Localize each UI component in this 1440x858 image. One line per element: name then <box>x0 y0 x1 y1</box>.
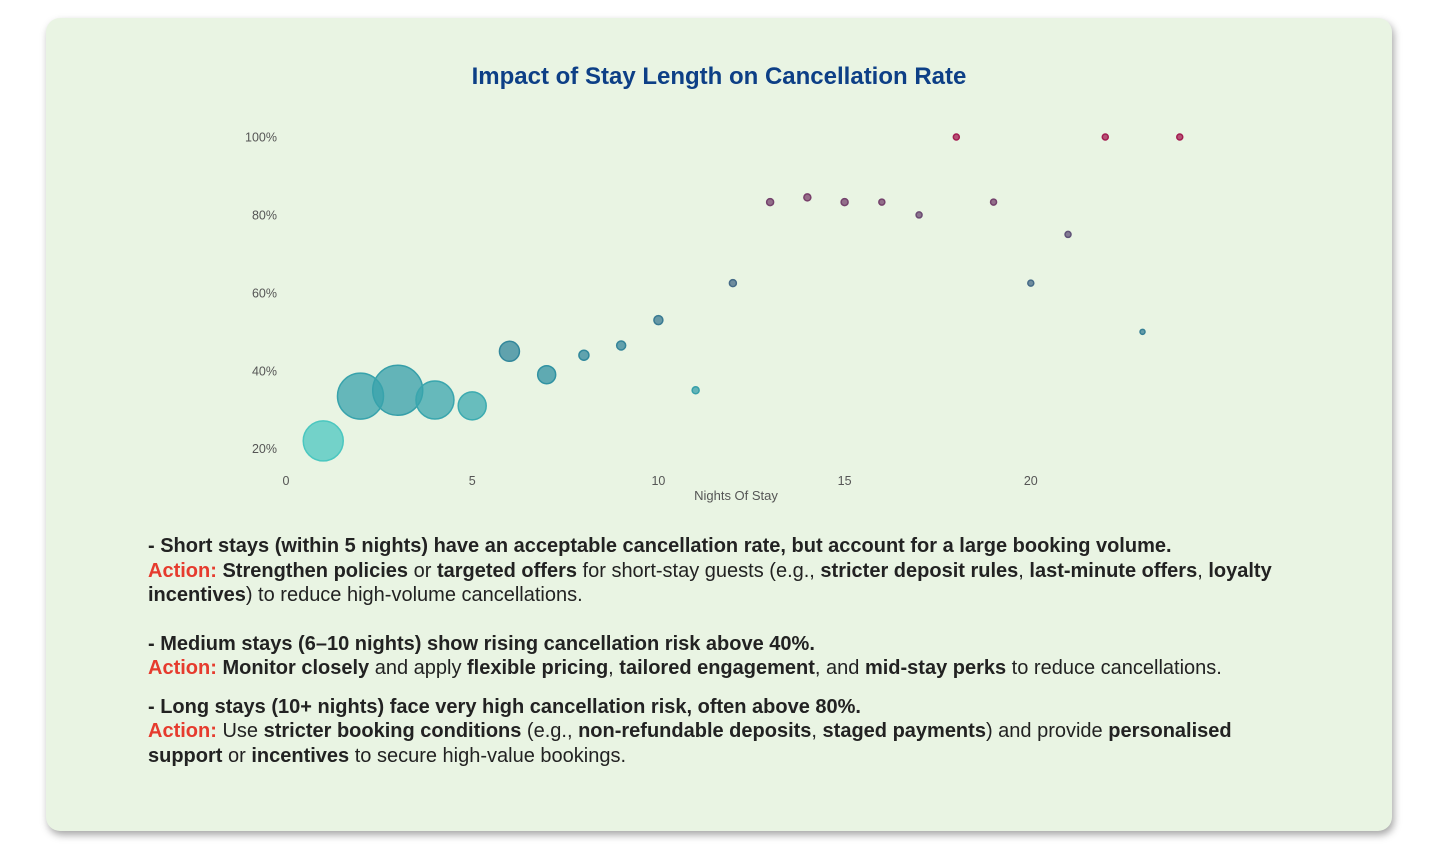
long-text: (e.g., <box>521 720 579 742</box>
chart-title: Impact of Stay Length on Cancellation Ra… <box>472 63 967 90</box>
long-phrase: incentives <box>251 744 350 767</box>
short-text: , <box>1018 559 1030 582</box>
long-phrase: staged payments <box>822 720 986 742</box>
medium-stay-headline: - Medium stays (6–10 nights) show rising… <box>148 632 815 655</box>
y-axis-ticks: 20% 40% 60% 80% 100% <box>245 131 277 457</box>
data-point <box>336 372 385 420</box>
data-point <box>915 211 923 219</box>
short-phrase: stricter deposit rules <box>820 559 1019 582</box>
medium-phrase: tailored engagement <box>619 657 815 679</box>
short-phrase: loyalty incentives <box>148 559 1272 607</box>
long-stay-headline: - Long stays (10+ nights) face very high… <box>148 695 861 718</box>
long-phrase: non-refundable deposits <box>578 720 812 742</box>
short-stay-note: - Short stays (within 5 nights) have an … <box>148 534 1298 608</box>
short-stay-headline: - Short stays (within 5 nights) have an … <box>148 535 1172 557</box>
x-tick-label: 0 <box>283 474 290 488</box>
medium-stay-note: - Medium stays (6–10 nights) show rising… <box>148 632 1298 681</box>
medium-phrase: flexible pricing <box>467 657 609 679</box>
data-point <box>803 193 812 202</box>
medium-phrase: Monitor closely <box>222 657 370 679</box>
data-point <box>952 133 961 141</box>
long-text: , <box>811 720 823 742</box>
y-tick-label: 60% <box>252 286 277 300</box>
data-point <box>457 391 487 421</box>
long-phrase: stricter booking conditions <box>263 720 522 742</box>
long-text: or <box>222 744 252 767</box>
short-text: for short-stay guests (e.g., <box>576 559 821 582</box>
data-point <box>840 197 849 207</box>
data-point <box>765 197 775 207</box>
long-text: to secure high-value bookings. <box>349 744 627 767</box>
data-point <box>302 420 344 462</box>
data-point <box>415 380 455 420</box>
short-text: , <box>1197 559 1209 582</box>
data-point <box>878 198 886 206</box>
medium-text: to reduce cancellations. <box>1006 657 1222 679</box>
medium-text: and apply <box>369 657 468 679</box>
data-points <box>302 133 1184 462</box>
data-point <box>1139 328 1146 336</box>
data-point <box>691 386 700 395</box>
x-tick-label: 15 <box>838 474 852 488</box>
medium-action-label: Action: <box>148 657 217 679</box>
data-point <box>1176 133 1184 141</box>
data-point <box>1027 279 1035 287</box>
x-tick-label: 10 <box>651 474 665 488</box>
insights-notes: - Short stays (within 5 nights) have an … <box>148 534 1298 768</box>
short-text: ) to reduce high-volume cancellations. <box>245 584 583 606</box>
y-tick-label: 100% <box>245 131 277 145</box>
long-text: ) and provide <box>985 720 1109 742</box>
medium-phrase: mid-stay perks <box>864 657 1007 679</box>
data-point <box>728 278 738 288</box>
short-action-label: Action: <box>148 559 217 582</box>
short-phrase: last-minute offers <box>1029 559 1198 582</box>
short-text: or <box>408 559 437 582</box>
long-stay-note: - Long stays (10+ nights) face very high… <box>148 695 1298 769</box>
data-point <box>989 198 998 206</box>
data-point <box>578 349 590 361</box>
x-axis-label: Nights Of Stay <box>694 488 778 503</box>
x-axis-ticks: 0 5 10 15 20 <box>283 474 1038 488</box>
y-tick-label: 80% <box>252 208 277 222</box>
data-point <box>1101 133 1110 141</box>
y-tick-label: 20% <box>252 442 277 456</box>
y-tick-label: 40% <box>252 364 277 378</box>
long-text: Use <box>216 720 264 742</box>
x-tick-label: 5 <box>469 474 476 488</box>
x-tick-label: 20 <box>1024 474 1038 488</box>
data-point <box>536 364 557 385</box>
medium-text: , <box>608 657 620 679</box>
long-action-label: Action: <box>148 720 217 742</box>
chart-card: Impact of Stay Length on Cancellation Ra… <box>46 18 1392 831</box>
short-phrase: Strengthen policies <box>222 559 409 582</box>
data-point <box>498 340 521 363</box>
data-point <box>653 314 664 326</box>
medium-text: , and <box>814 657 865 679</box>
data-point <box>1064 230 1072 239</box>
long-phrase: personalised support <box>148 720 1232 767</box>
scatter-chart: Impact of Stay Length on Cancellation Ra… <box>245 63 1184 503</box>
data-point <box>615 340 627 351</box>
short-phrase: targeted offers <box>436 559 577 582</box>
